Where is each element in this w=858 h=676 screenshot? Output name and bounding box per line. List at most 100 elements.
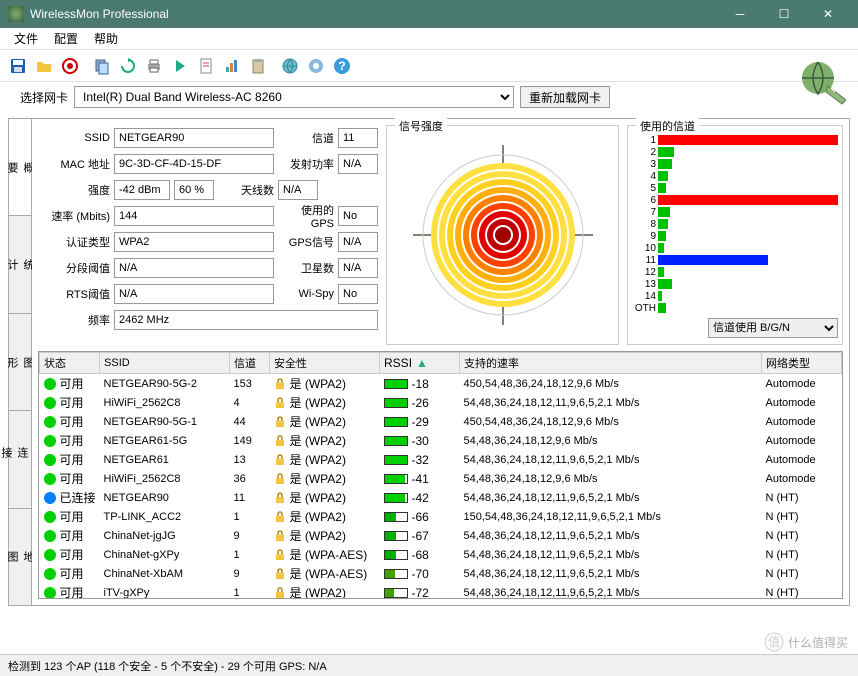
tab-ip[interactable]: IP连接 [9,411,31,508]
rssi-bar [384,455,408,465]
rssi-bar [384,417,408,427]
nic-label: 选择网卡 [8,89,68,106]
rssi-bar [384,474,408,484]
settings-icon[interactable] [304,54,328,78]
col-type[interactable]: 网络类型 [762,353,842,374]
reload-nic-button[interactable]: 重新加载网卡 [520,86,610,108]
status-dot-icon [44,587,56,599]
status-dot-icon [44,492,56,504]
tab-map[interactable]: 地图 [9,509,31,605]
channel-row: 13 [632,278,838,290]
col-rates[interactable]: 支持的速率 [460,353,762,374]
ap-table: 状态 SSID 信道 安全性 RSSI▲ 支持的速率 网络类型 可用 NETGE… [39,352,842,599]
tab-summary[interactable]: 概要 [9,119,31,216]
maximize-button[interactable]: ☐ [762,0,806,28]
menu-help[interactable]: 帮助 [86,28,126,49]
col-ssid[interactable]: SSID [100,353,230,374]
lock-icon [274,511,286,523]
play-icon[interactable] [168,54,192,78]
ssid-value: NETGEAR90 [114,128,274,148]
vertical-tabs: 概要 统计 图形 IP连接 地图 [8,118,32,606]
table-row[interactable]: 已连接 NETGEAR90 11 是 (WPA2) -42 54,48,36,2… [40,488,842,507]
channel-mode-select[interactable]: 信道使用 B/G/N [708,318,838,338]
channel-row: 2 [632,146,838,158]
watermark: 值什么值得买 [764,632,848,652]
channel-row: OTH [632,302,838,314]
speed-value: 144 [114,206,274,226]
table-row[interactable]: 可用 NETGEAR61 13 是 (WPA2) -32 54,48,36,24… [40,450,842,469]
target-icon[interactable] [58,54,82,78]
rssi-bar [384,531,408,541]
rssi-bar [384,588,408,598]
clipboard-icon[interactable] [246,54,270,78]
radar-chart [413,145,593,325]
table-row[interactable]: 可用 NETGEAR61-5G 149 是 (WPA2) -30 54,48,3… [40,431,842,450]
save-icon[interactable] [6,54,30,78]
channel-row: 14 [632,290,838,302]
tab-stats[interactable]: 统计 [9,216,31,313]
channel-row: 9 [632,230,838,242]
document-icon[interactable] [194,54,218,78]
ap-table-wrap: 状态 SSID 信道 安全性 RSSI▲ 支持的速率 网络类型 可用 NETGE… [38,351,843,599]
lock-icon [274,568,286,580]
status-dot-icon [44,530,56,542]
nic-select[interactable]: Intel(R) Dual Band Wireless-AC 8260 [74,86,514,108]
globe-logo-icon [798,58,846,106]
status-dot-icon [44,397,56,409]
table-row[interactable]: 可用 HiWiFi_2562C8 4 是 (WPA2) -26 54,48,36… [40,393,842,412]
freq-value: 2462 MHz [114,310,378,330]
table-row[interactable]: 可用 ChinaNet-XbAM 9 是 (WPA-AES) -70 54,48… [40,564,842,583]
nic-selector-row: 选择网卡 Intel(R) Dual Band Wireless-AC 8260… [0,82,858,112]
table-row[interactable]: 可用 ChinaNet-jgJG 9 是 (WPA2) -67 54,48,36… [40,526,842,545]
antenna-value: N/A [278,180,318,200]
refresh-icon[interactable] [116,54,140,78]
mac-value: 9C-3D-CF-4D-15-DF [114,154,274,174]
globe-small-icon[interactable] [278,54,302,78]
status-dot-icon [44,549,56,561]
tab-graph[interactable]: 图形 [9,314,31,411]
lock-icon [274,416,286,428]
col-chan[interactable]: 信道 [230,353,270,374]
channel-row: 10 [632,242,838,254]
status-dot-icon [44,416,56,428]
col-sec[interactable]: 安全性 [270,353,380,374]
chart-icon[interactable] [220,54,244,78]
table-row[interactable]: 可用 ChinaNet-gXPy 1 是 (WPA-AES) -68 54,48… [40,545,842,564]
lock-icon [274,530,286,542]
svg-text:值: 值 [768,634,780,649]
table-row[interactable]: 可用 HiWiFi_2562C8 36 是 (WPA2) -41 54,48,3… [40,469,842,488]
gps-value: No [338,206,378,226]
table-row[interactable]: 可用 NETGEAR90-5G-1 44 是 (WPA2) -29 450,54… [40,412,842,431]
connection-info: SSIDNETGEAR90信道11 MAC 地址9C-3D-CF-4D-15-D… [38,125,378,345]
channel-row: 6 [632,194,838,206]
strength-dbm: -42 dBm [114,180,170,200]
table-row[interactable]: 可用 NETGEAR90-5G-2 153 是 (WPA2) -18 450,5… [40,374,842,394]
status-dot-icon [44,454,56,466]
gpssig-value: N/A [338,232,378,252]
help-icon[interactable]: ? [330,54,354,78]
sat-value: N/A [338,258,378,278]
close-button[interactable]: ✕ [806,0,850,28]
table-row[interactable]: 可用 iTV-gXPy 1 是 (WPA2) -72 54,48,36,24,1… [40,583,842,599]
lock-icon [274,435,286,447]
folder-icon[interactable] [32,54,56,78]
minimize-button[interactable]: ─ [718,0,762,28]
lock-icon [274,378,286,390]
table-row[interactable]: 可用 TP-LINK_ACC2 1 是 (WPA2) -66 150,54,48… [40,507,842,526]
channel-usage: 使用的信道 1234567891011121314OTH 信道使用 B/G/N [627,125,843,345]
menu-file[interactable]: 文件 [6,28,46,49]
lock-icon [274,587,286,599]
lock-icon [274,473,286,485]
rssi-bar [384,398,408,408]
status-dot-icon [44,435,56,447]
status-dot-icon [44,378,56,390]
rts-value: N/A [114,284,274,304]
col-status[interactable]: 状态 [40,353,100,374]
col-rssi[interactable]: RSSI▲ [380,353,460,374]
printer-icon[interactable] [142,54,166,78]
copy-icon[interactable] [90,54,114,78]
lock-icon [274,492,286,504]
window-title: WirelessMon Professional [30,7,718,21]
channel-row: 5 [632,182,838,194]
menu-config[interactable]: 配置 [46,28,86,49]
